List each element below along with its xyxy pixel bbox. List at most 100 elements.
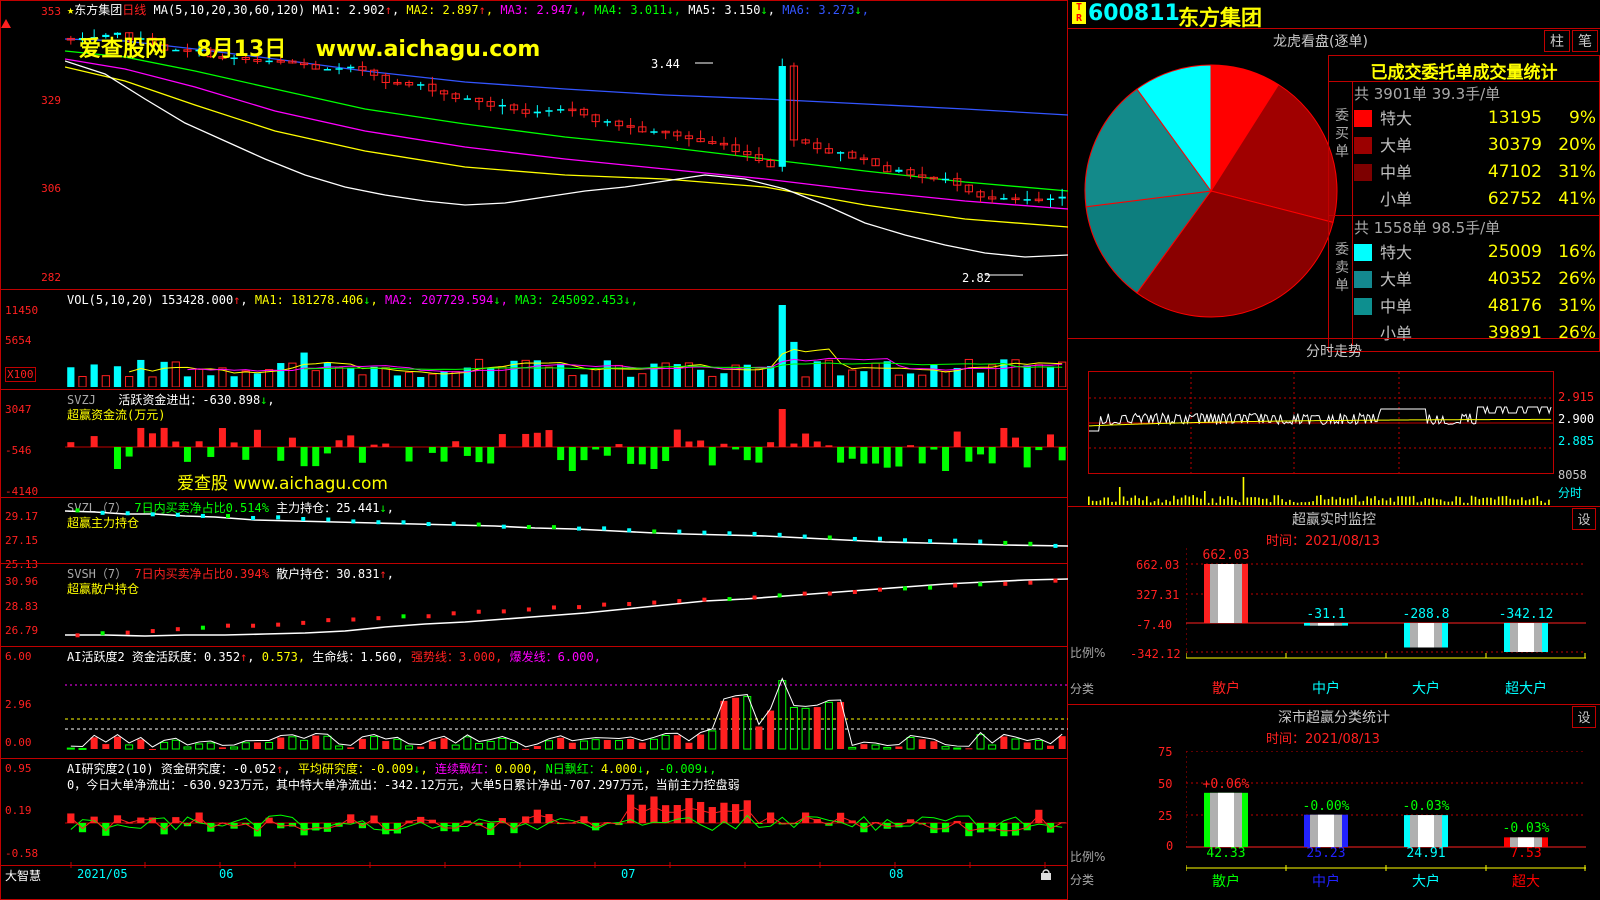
classify-bar-value: 42.33 — [1206, 846, 1246, 861]
classify-time-value: 2021/08/13 — [1305, 732, 1380, 747]
lock-icon[interactable] — [1039, 867, 1053, 881]
ai-study-f3: 0.000 — [494, 762, 532, 776]
ma-values-list: MA1: 2.902↑, MA2: 2.897↑, MA3: 2.947↓, M… — [312, 3, 868, 17]
ai-study-f4-arrow: ↓ — [636, 762, 645, 776]
price-axis-tick: 306 — [41, 182, 61, 195]
stats-row-pct: 41% — [1558, 189, 1596, 209]
ai-active-f3-label: 生命线： — [312, 650, 361, 664]
ai-study-f2-arrow: ↓ — [413, 762, 421, 776]
svzl-svg — [65, 508, 1068, 548]
divider — [1068, 704, 1600, 705]
svzj-chart[interactable] — [65, 399, 1068, 495]
svsh-axis-tick: 30.96 — [5, 575, 39, 588]
classify-bar-value: 25.23 — [1306, 846, 1346, 861]
classify-bar-value: 24.91 — [1406, 846, 1446, 861]
tab-bi[interactable]: 笔 — [1572, 30, 1598, 52]
ai-study-header: AI研究度2(10) 资金研究度：-0.052↑, 平均研究度：-0.009↓,… — [67, 761, 716, 777]
logo-line-2: R — [1075, 13, 1083, 24]
divider — [1352, 215, 1353, 345]
tab-zhu[interactable]: 柱 — [1544, 30, 1570, 52]
monitor-svg — [1186, 548, 1586, 659]
date-ticks-svg — [70, 862, 1046, 868]
left-chart-panel: ★东方集团日线 MA(5,10,20,30,60,120) MA1: 2.902… — [0, 0, 1068, 900]
svzj-header: SVZJ 活跃资金进出：-630.898↓, — [67, 392, 275, 408]
monitor-settings-label: 设 — [1577, 513, 1591, 528]
ai-study-f4-comma: , — [644, 762, 652, 776]
price-axis-tick: 282 — [41, 271, 61, 284]
stats-row-name: 特大 — [1380, 243, 1413, 262]
volume-ma1-value: 181278.406 — [291, 293, 364, 307]
classify-bar — [1504, 837, 1548, 847]
stats-title: 已成交委托单成交量统计 — [1370, 63, 1558, 83]
divider — [1328, 215, 1600, 216]
classify-bar — [1304, 814, 1348, 847]
svzj-svg — [65, 409, 1068, 471]
classify-settings-label: 设 — [1577, 711, 1591, 726]
stock-name-title: 东方集团 — [1178, 6, 1262, 30]
main-candle-chart[interactable]: 3.44 2.82 — [65, 19, 1068, 287]
ai-active-chart[interactable] — [65, 661, 1068, 757]
classify-axis-line — [1186, 865, 1586, 871]
ai-active-f1-comma: , — [247, 650, 255, 664]
monitor-chart[interactable]: 662.03 327.31 -7.40 -342.12 662.03 -31.1 -… — [1068, 548, 1600, 697]
classify-chart[interactable]: 75 50 25 0 +0.06% -0.00% -0.03% -0.03% 比例% … — [1068, 745, 1600, 890]
volume-ma2-label: MA2: — [384, 293, 414, 307]
sell-side-char: 卖 — [1335, 260, 1349, 276]
classify-svg — [1186, 751, 1586, 848]
date-tick: 06 — [219, 867, 234, 881]
svsh-value: 30.831 — [336, 567, 380, 581]
color-swatch — [1354, 271, 1372, 288]
buy-summary: 共 3901单 39.3手/单 — [1354, 85, 1501, 103]
buy-block: 共 3901单 39.3手/单 委买单 特大 13195 9% 大单 30379 20% 中… — [1328, 81, 1600, 215]
stats-row-name: 中单 — [1380, 163, 1413, 182]
period-label[interactable]: 日线 — [122, 3, 147, 17]
stats-row-value: 62752 — [1487, 189, 1542, 209]
ai-study-f2: -0.009 — [369, 762, 414, 776]
logo-line-1: T — [1075, 2, 1083, 13]
classify-bar-labels: +0.06% -0.00% -0.03% -0.03% — [1186, 751, 1586, 855]
volume-ma1-arrow: ↓ — [363, 293, 371, 307]
trend-axis-tick: 2.915 — [1558, 390, 1595, 404]
stats-row-value: 47102 — [1487, 162, 1542, 182]
price-axis: 353 329 306 282 — [1, 1, 65, 287]
classify-axis-tick: 0 — [1166, 839, 1174, 853]
monitor-settings-button[interactable]: 设 — [1572, 508, 1596, 530]
volume-ma3-label: MA3: — [515, 293, 544, 307]
divider — [1, 289, 1067, 290]
divider — [1352, 81, 1353, 215]
classify-axis-tick: 50 — [1158, 777, 1173, 791]
low-price-annotation: 2.82 — [962, 271, 991, 285]
classify-time-label: 时间： — [1266, 732, 1306, 747]
pie-slice — [1085, 190, 1213, 294]
summary-text: 0，今日大单净流出：-630.923万元，其中特大单净流出：-342.12万元，… — [67, 778, 740, 792]
svsh-code: SVSH（7） — [67, 567, 128, 581]
svzl-chart[interactable] — [65, 507, 1068, 561]
sell-side-char: 单 — [1335, 278, 1349, 294]
svzl-value: 25.441 — [336, 501, 380, 515]
order-stats-table: 已成交委托单成交量统计 共 3901单 39.3手/单 委买单 特大 13195 9… — [1328, 55, 1600, 355]
classify-settings-button[interactable]: 设 — [1572, 706, 1596, 728]
date-tick: 08 — [889, 867, 904, 881]
svsh-axis-tick: 28.83 — [5, 600, 39, 613]
classify-axis-tick: 75 — [1158, 745, 1173, 759]
svzj-comma: , — [267, 393, 275, 407]
buy-side-char: 单 — [1335, 144, 1349, 160]
classify-bar — [1404, 815, 1448, 847]
ai-study-f4: 4.000 — [600, 762, 637, 776]
stats-row-value: 48176 — [1487, 296, 1542, 316]
date-tick: 07 — [621, 867, 636, 881]
classify-bar-pct: -0.00% — [1302, 798, 1350, 814]
svzj-subtitle: 超赢资金流(万元) — [67, 408, 166, 422]
ai-study-chart[interactable] — [65, 791, 1068, 863]
stats-row: 特大 25009 16% — [1354, 239, 1600, 266]
star-icon: ★ — [67, 3, 75, 17]
volume-chart[interactable] — [65, 301, 1068, 387]
color-swatch — [1354, 244, 1372, 261]
classify-category: 超大 — [1512, 874, 1540, 890]
svsh-chart[interactable] — [65, 573, 1068, 643]
trend-chart[interactable] — [1088, 371, 1554, 474]
lhkp-title: 龙虎看盘(逐单) — [1273, 34, 1368, 50]
svsh-axis-tick: 26.79 — [5, 624, 39, 637]
buy-side-char: 买 — [1335, 126, 1349, 142]
